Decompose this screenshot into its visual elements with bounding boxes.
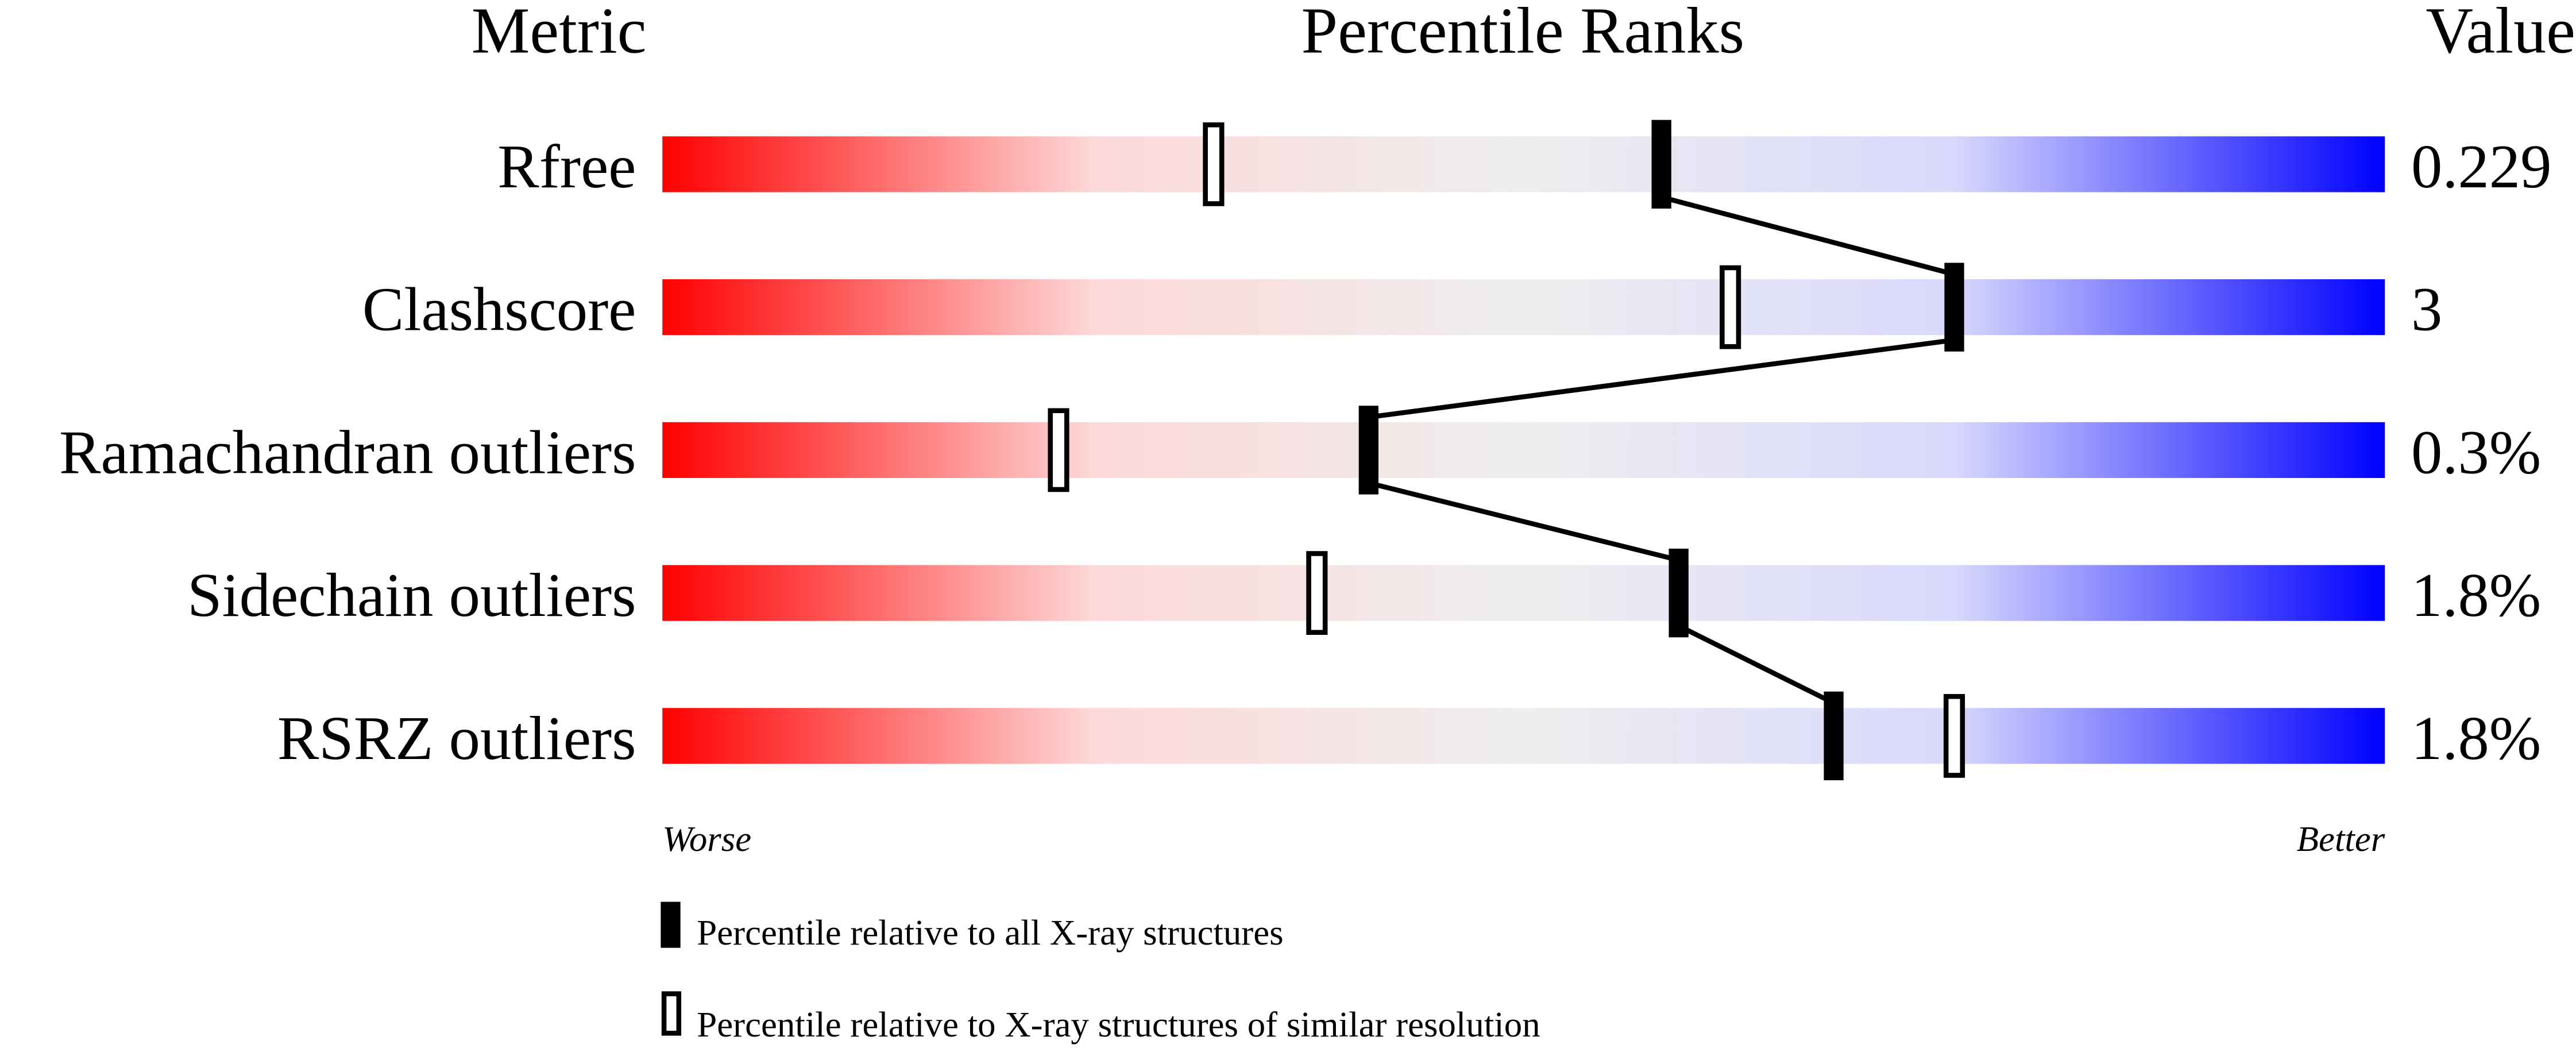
similar-resolution-marker <box>1306 551 1328 635</box>
all-structures-marker <box>1358 406 1378 495</box>
connector-line <box>1660 194 1955 277</box>
metric-value: 0.229 <box>2411 132 2551 201</box>
metric-value: 3 <box>2411 275 2442 344</box>
header-metric: Metric <box>472 0 647 67</box>
percentile-bar <box>662 422 2385 478</box>
similar-resolution-marker <box>1048 408 1069 492</box>
header-percentile-ranks: Percentile Ranks <box>1301 0 1745 67</box>
connector-line <box>1368 480 1679 563</box>
similar-resolution-marker <box>1203 122 1225 206</box>
similar-resolution-marker <box>1720 265 1741 349</box>
metric-label: Rfree <box>497 132 636 201</box>
legend-filled-marker <box>661 901 681 948</box>
connector-line <box>1368 337 1955 420</box>
metric-label: Sidechain outliers <box>187 561 636 630</box>
all-structures-marker <box>1651 120 1671 209</box>
worse-label: Worse <box>662 819 751 859</box>
all-structures-marker <box>1669 548 1689 638</box>
metric-label: Clashscore <box>362 275 636 344</box>
legend-open-marker <box>661 991 682 1036</box>
header-value: Value <box>2426 0 2575 67</box>
metric-value: 0.3% <box>2411 418 2541 487</box>
similar-resolution-marker <box>1943 693 1965 778</box>
metric-label: Ramachandran outliers <box>59 418 636 487</box>
legend-open-label: Percentile relative to X-ray structures … <box>697 1004 1540 1045</box>
metric-value: 1.8% <box>2411 704 2541 773</box>
percentile-bar <box>662 708 2385 764</box>
legend-filled-label: Percentile relative to all X-ray structu… <box>697 912 1283 953</box>
percentile-bar <box>662 136 2385 192</box>
connector-line <box>1677 623 1835 706</box>
metric-value: 1.8% <box>2411 561 2541 630</box>
metric-label: RSRZ outliers <box>277 704 636 773</box>
percentile-bar <box>662 279 2385 336</box>
better-label: Better <box>2297 819 2385 859</box>
all-structures-marker <box>1944 263 1964 352</box>
all-structures-marker <box>1824 691 1844 780</box>
percentile-bar <box>662 565 2385 621</box>
